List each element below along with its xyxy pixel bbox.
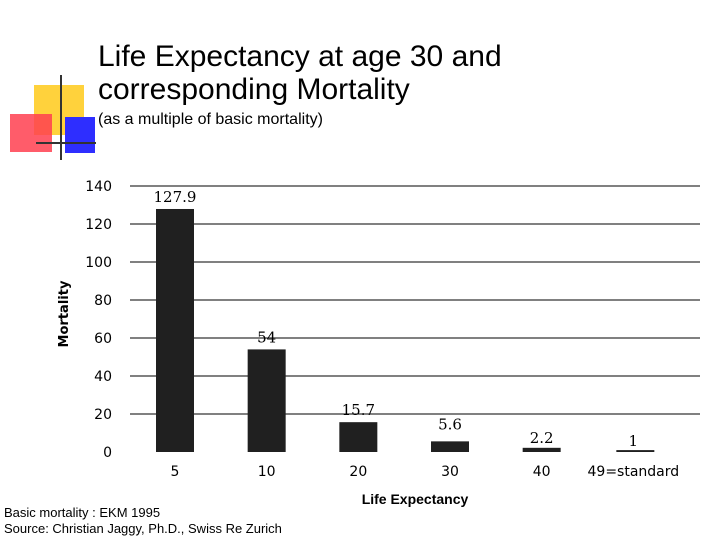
data-label: 1 [629,432,639,450]
deco-horizontal-line [36,142,96,144]
y-tick-label: 60 [94,331,112,347]
deco-vertical-line [60,75,62,160]
x-tick-label: 49=standard [588,464,680,480]
y-tick-label: 20 [94,407,112,423]
chart-subtitle: (as a multiple of basic mortality) [98,111,323,128]
data-label: 5.6 [438,415,462,433]
deco-red-square [10,114,52,152]
data-label: 2.2 [530,429,554,447]
data-label: 127.9 [154,188,197,206]
y-axis-label: Mortality [57,280,72,347]
x-tick-label: 30 [441,464,459,480]
data-label: 54 [257,328,276,346]
y-tick-label: 40 [94,369,112,385]
bar [431,441,469,452]
y-tick-label: 140 [85,179,112,195]
bar-chart: 020406080100120140Mortality127.95541015.… [57,179,700,507]
x-axis-label: Life Expectancy [362,491,469,507]
source-line: Basic mortality : EKM 1995 [4,505,161,520]
deco-blue-square [65,117,95,153]
data-label: 15.7 [342,401,375,419]
bar [339,422,378,452]
y-tick-label: 100 [85,255,112,271]
chart-title: Life Expectancy at age 30 and correspond… [98,40,502,106]
bar [616,450,655,452]
bar [522,447,561,452]
y-tick-label: 0 [103,445,112,461]
x-tick-label: 10 [258,464,276,480]
x-tick-label: 20 [349,464,367,480]
y-tick-label: 120 [85,217,112,233]
source-line: Source: Christian Jaggy, Ph.D., Swiss Re… [4,521,282,536]
source-note: Basic mortality : EKM 1995 Source: Chris… [4,505,282,537]
bar [247,349,286,452]
y-tick-label: 80 [94,293,112,309]
x-tick-label: 40 [533,464,551,480]
bar [156,208,194,452]
x-tick-label: 5 [171,464,180,480]
